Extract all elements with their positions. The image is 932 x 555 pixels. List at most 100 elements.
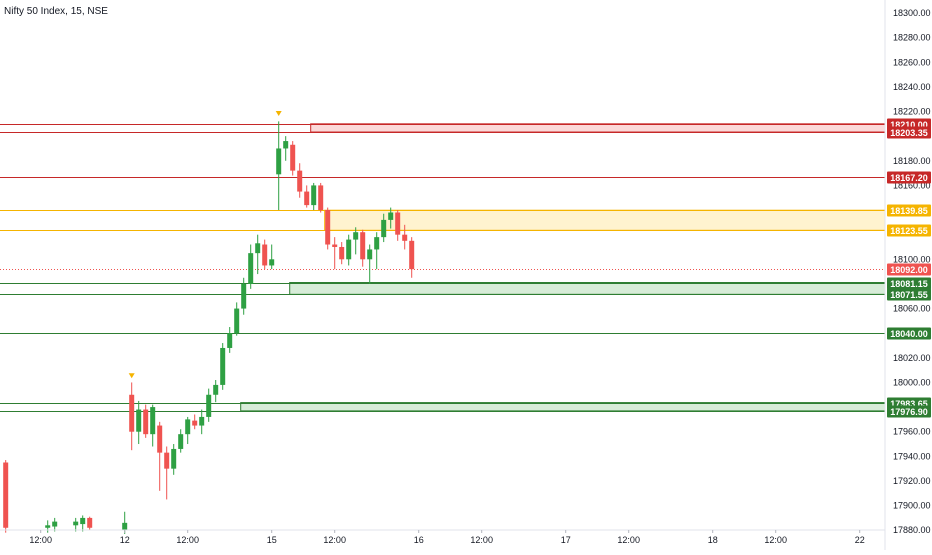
candle[interactable] bbox=[283, 136, 289, 161]
chart-title: Nifty 50 Index, 15, NSE bbox=[4, 6, 108, 17]
candle[interactable] bbox=[73, 517, 79, 532]
candle[interactable] bbox=[171, 444, 177, 475]
price-label-bg bbox=[887, 277, 931, 290]
price-label-text: 18071.55 bbox=[890, 290, 928, 300]
candle[interactable] bbox=[248, 244, 254, 289]
candle[interactable] bbox=[332, 237, 338, 270]
y-tick-label: 17940.00 bbox=[893, 451, 931, 461]
candle-body bbox=[143, 409, 149, 435]
candle[interactable] bbox=[304, 185, 310, 208]
candle[interactable] bbox=[45, 520, 51, 533]
candle[interactable] bbox=[164, 446, 170, 500]
candle-body bbox=[360, 232, 366, 260]
candle[interactable] bbox=[409, 237, 415, 278]
candle[interactable] bbox=[311, 182, 317, 211]
candle[interactable] bbox=[381, 213, 387, 243]
x-tick-label: 12:00 bbox=[617, 535, 640, 545]
candle-body bbox=[283, 141, 289, 149]
price-label-bg bbox=[887, 327, 931, 340]
candle[interactable] bbox=[262, 239, 268, 270]
candle[interactable] bbox=[213, 379, 219, 403]
candle[interactable] bbox=[255, 234, 261, 275]
candle-body bbox=[297, 170, 303, 192]
price-axis[interactable]: 18300.00 18280.00 18260.00 18240.00 18220.00… bbox=[887, 8, 931, 535]
candle[interactable] bbox=[80, 515, 86, 532]
markers bbox=[128, 110, 282, 379]
x-tick-label: 22 bbox=[855, 535, 865, 545]
candle-body bbox=[136, 409, 142, 432]
candle[interactable] bbox=[269, 244, 275, 270]
candle-body bbox=[87, 517, 93, 528]
x-tick-label: 12:00 bbox=[764, 535, 787, 545]
candle[interactable] bbox=[297, 163, 303, 198]
candle[interactable] bbox=[339, 242, 345, 265]
candle[interactable] bbox=[395, 210, 401, 241]
x-tick-label: 12:00 bbox=[323, 535, 346, 545]
candle[interactable] bbox=[325, 207, 331, 250]
price-label-bg bbox=[887, 204, 931, 217]
zones bbox=[240, 123, 886, 412]
candle[interactable] bbox=[192, 414, 198, 430]
candle[interactable] bbox=[129, 382, 135, 451]
candle-body bbox=[367, 249, 373, 260]
candle-body bbox=[220, 347, 226, 385]
price-label-text: 18210.00 bbox=[890, 120, 928, 130]
candle[interactable] bbox=[276, 121, 282, 211]
candle-body bbox=[234, 308, 240, 334]
y-tick-label: 17960.00 bbox=[893, 427, 931, 437]
candle-body bbox=[206, 394, 212, 417]
y-tick-label: 18060.00 bbox=[893, 304, 931, 314]
candle[interactable] bbox=[367, 244, 373, 284]
zone-resistance bbox=[310, 123, 886, 133]
candle[interactable] bbox=[178, 429, 184, 453]
price-label-bg bbox=[887, 288, 931, 301]
candle[interactable] bbox=[206, 388, 212, 422]
candle[interactable] bbox=[227, 327, 233, 353]
y-tick-label: 18160.00 bbox=[893, 180, 931, 190]
candle[interactable] bbox=[290, 141, 296, 176]
candles[interactable] bbox=[3, 121, 415, 534]
x-tick-label: 12:00 bbox=[470, 535, 493, 545]
candle[interactable] bbox=[185, 416, 191, 445]
candle-body bbox=[178, 434, 184, 449]
candle[interactable] bbox=[402, 224, 408, 250]
price-label-text: 18123.55 bbox=[890, 226, 928, 236]
candle[interactable] bbox=[157, 421, 163, 491]
candle-body bbox=[381, 219, 387, 238]
time-axis[interactable]: 12:00 12 12:00 15 12:00 16 12:00 17 12:00 18 12:00… bbox=[29, 530, 865, 545]
candle[interactable] bbox=[360, 229, 366, 267]
candle[interactable] bbox=[234, 302, 240, 336]
candle[interactable] bbox=[346, 234, 352, 266]
candle[interactable] bbox=[353, 227, 359, 255]
candle-body bbox=[80, 517, 86, 525]
price-label-text: 18139.85 bbox=[890, 206, 928, 216]
candle-body bbox=[227, 333, 233, 348]
candle[interactable] bbox=[3, 460, 9, 533]
candle[interactable] bbox=[87, 516, 93, 531]
price-label-supply: 18123.55 bbox=[887, 224, 931, 237]
candle-body bbox=[332, 244, 338, 247]
candle[interactable] bbox=[241, 277, 247, 315]
candle[interactable] bbox=[374, 232, 380, 270]
price-label-resistance: 18167.20 bbox=[887, 171, 931, 184]
candle-body bbox=[185, 419, 191, 435]
candle[interactable] bbox=[150, 404, 156, 447]
candle-body bbox=[199, 416, 205, 426]
candle-body bbox=[374, 237, 380, 250]
candle[interactable] bbox=[52, 517, 58, 532]
candle[interactable] bbox=[136, 400, 142, 445]
candle[interactable] bbox=[318, 182, 324, 213]
y-tick-label: 17900.00 bbox=[893, 501, 931, 511]
y-tick-label: 18180.00 bbox=[893, 156, 931, 166]
y-tick-label: 18240.00 bbox=[893, 82, 931, 92]
candle-body bbox=[304, 191, 310, 206]
price-label-bg bbox=[887, 224, 931, 237]
price-label-support: 18040.00 bbox=[887, 327, 931, 340]
candle[interactable] bbox=[388, 207, 394, 229]
candle[interactable] bbox=[199, 409, 205, 435]
candle-body bbox=[157, 425, 163, 453]
candle[interactable] bbox=[143, 404, 149, 438]
candle[interactable] bbox=[220, 343, 226, 390]
